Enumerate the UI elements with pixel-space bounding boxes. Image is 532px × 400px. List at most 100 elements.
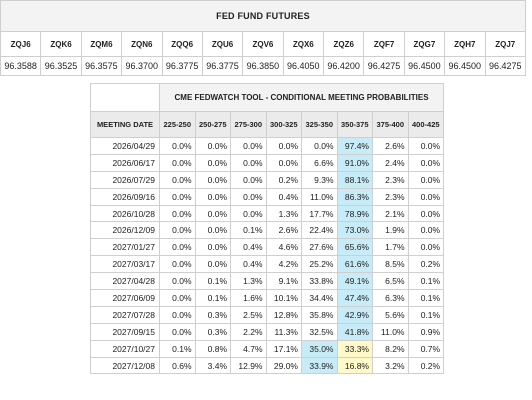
meeting-row: 2027/07/28 0.0% 0.3% 2.5% 12.8% 35.8% 42.9% 5.6… [90, 305, 445, 324]
futures-table-title: FED FUND FUTURES [0, 0, 526, 32]
probability-cell: 11.3% [265, 322, 302, 341]
futures-price-cell: 96.3588 [0, 56, 42, 76]
fedwatch-corner-cell [90, 83, 160, 112]
meeting-row: 2027/04/28 0.0% 0.1% 1.3% 9.1% 33.8% 49.1% 6.5%… [90, 272, 445, 291]
probability-cell: 0.8% [194, 339, 231, 358]
probability-cell: 0.0% [159, 187, 196, 206]
futures-price-cell: 96.4275 [484, 56, 526, 76]
probability-cell: 0.4% [265, 187, 302, 206]
probability-cell: 0.0% [194, 137, 231, 155]
probability-cell: 0.0% [159, 238, 196, 257]
probability-cell: 0.2% [265, 170, 302, 189]
meeting-row: 2026/10/28 0.0% 0.0% 0.0% 1.3% 17.7% 78.9% 2.1%… [90, 204, 445, 223]
fedwatch-header-row: MEETING DATE 225-250 250-275 275-300 300-32… [90, 111, 445, 138]
probability-cell: 17.1% [265, 339, 302, 358]
probability-cell: 35.0% [301, 339, 338, 358]
probability-cell: 0.0% [159, 255, 196, 274]
probability-cell: 97.4% [336, 137, 373, 155]
rate-range-header: 350-375 [336, 111, 373, 138]
futures-price-cell: 96.4200 [322, 56, 365, 76]
meeting-row: 2026/09/16 0.0% 0.0% 0.0% 0.4% 11.0% 86.3% 2.3%… [90, 187, 445, 206]
probability-cell: 0.0% [407, 137, 445, 155]
probability-cell: 0.0% [194, 238, 231, 257]
probability-cell: 9.1% [265, 272, 302, 291]
futures-contract-label: ZQU6 [201, 31, 244, 57]
futures-contract-label: ZQX6 [282, 31, 325, 57]
probability-cell: 2.2% [230, 322, 267, 341]
probability-cell: 6.3% [372, 289, 409, 307]
meeting-date-cell: 2026/06/17 [90, 153, 160, 172]
probability-cell: 0.0% [194, 204, 231, 223]
probability-cell: 88.1% [336, 170, 373, 189]
meeting-date-cell: 2026/09/16 [90, 187, 160, 206]
probability-cell: 4.7% [230, 339, 267, 358]
futures-price-cell: 96.3775 [201, 56, 244, 76]
rate-range-header: 375-400 [372, 111, 409, 138]
probability-cell: 0.4% [230, 255, 267, 274]
probability-cell: 34.4% [301, 289, 338, 307]
probability-cell: 4.2% [265, 255, 302, 274]
futures-contract-label: ZQF7 [363, 31, 405, 57]
probability-cell: 12.9% [230, 356, 267, 375]
futures-contract-label: ZQG7 [403, 31, 446, 57]
probability-cell: 0.0% [159, 272, 196, 291]
meeting-date-cell: 2027/04/28 [90, 272, 160, 291]
futures-price-cell: 96.3700 [121, 56, 163, 76]
probability-cell: 0.0% [159, 153, 196, 172]
meeting-date-header: MEETING DATE [90, 111, 160, 138]
probability-cell: 1.7% [372, 238, 409, 257]
probability-cell: 0.0% [407, 221, 445, 240]
meeting-date-cell: 2026/04/29 [90, 137, 160, 155]
probability-cell: 0.0% [407, 238, 445, 257]
probability-cell: 10.1% [265, 289, 302, 307]
probability-cell: 1.3% [230, 272, 267, 291]
probability-cell: 2.4% [372, 153, 409, 172]
probability-cell: 73.0% [336, 221, 373, 240]
probability-cell: 2.1% [372, 204, 409, 223]
probability-cell: 0.0% [159, 221, 196, 240]
probability-cell: 0.0% [159, 322, 196, 341]
meeting-row: 2026/07/29 0.0% 0.0% 0.0% 0.2% 9.3% 88.1% 2.3% 0… [90, 170, 445, 189]
meeting-date-cell: 2027/03/17 [90, 255, 160, 274]
probability-cell: 47.4% [336, 289, 373, 307]
probability-cell: 0.3% [194, 322, 231, 341]
futures-contract-label: ZQN6 [121, 31, 163, 57]
probability-cell: 0.0% [194, 255, 231, 274]
futures-price-cell: 96.4500 [403, 56, 446, 76]
probability-cell: 0.4% [230, 238, 267, 257]
futures-price-cell: 96.3775 [161, 56, 203, 76]
futures-contract-label: ZQJ7 [484, 31, 526, 57]
probability-cell: 0.2% [407, 356, 445, 375]
futures-price-cell: 96.4050 [282, 56, 325, 76]
probability-cell: 0.7% [407, 339, 445, 358]
meeting-row: 2027/01/27 0.0% 0.0% 0.4% 4.6% 27.6% 65.6% 1.7%… [90, 238, 445, 257]
futures-contract-label: ZQJ6 [0, 31, 42, 57]
futures-price-cell: 96.4500 [444, 56, 486, 76]
probability-cell: 0.0% [407, 153, 445, 172]
probability-cell: 0.1% [407, 305, 445, 324]
probability-cell: 0.3% [194, 305, 231, 324]
futures-contract-label: ZQM6 [80, 31, 123, 57]
probability-cell: 0.0% [407, 204, 445, 223]
meeting-row: 2027/12/08 0.6% 3.4% 12.9% 29.0% 33.9% 16.8% 3.… [90, 356, 445, 375]
rate-range-header: 250-275 [194, 111, 231, 138]
futures-price-cell: 96.3850 [242, 56, 284, 76]
futures-contract-label: ZQV6 [242, 31, 284, 57]
probability-cell: 0.2% [407, 255, 445, 274]
meeting-date-cell: 2027/09/15 [90, 322, 160, 341]
fed-fund-futures-table: FED FUND FUTURES ZQJ6 ZQK6 ZQM6 ZQN6 ZQQ6 ZQU… [0, 0, 526, 76]
probability-cell: 1.6% [230, 289, 267, 307]
probability-cell: 0.0% [230, 187, 267, 206]
futures-contract-label: ZQH7 [444, 31, 486, 57]
rate-range-header: 275-300 [230, 111, 267, 138]
fedwatch-table-body: 2026/04/29 0.0% 0.0% 0.0% 0.0% 0.0% 97.4% 2.6% 0… [90, 137, 445, 375]
probability-cell: 0.0% [301, 137, 338, 155]
probability-cell: 6.6% [301, 153, 338, 172]
probability-cell: 0.0% [230, 137, 267, 155]
probability-cell: 29.0% [265, 356, 302, 375]
meeting-row: 2027/09/15 0.0% 0.3% 2.2% 11.3% 32.5% 41.8% 11.… [90, 322, 445, 341]
probability-cell: 0.0% [194, 170, 231, 189]
probability-cell: 9.3% [301, 170, 338, 189]
futures-contract-label: ZQQ6 [161, 31, 203, 57]
probability-cell: 2.6% [372, 137, 409, 155]
